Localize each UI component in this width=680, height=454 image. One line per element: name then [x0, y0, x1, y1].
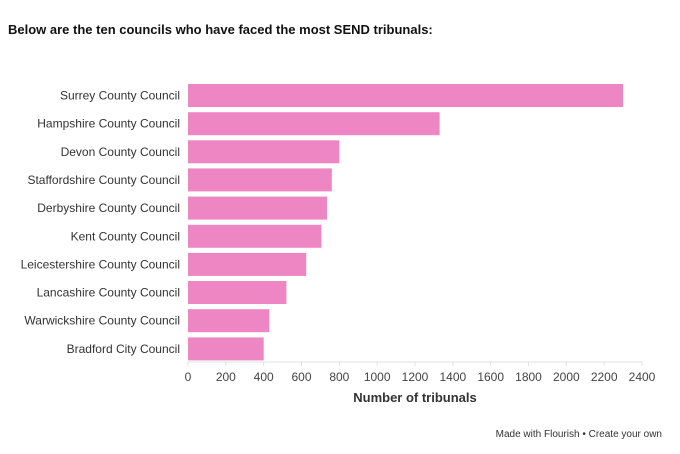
- x-tick-label: 2000: [553, 370, 580, 384]
- category-labels: Surrey County Council Hampshire County Co…: [21, 89, 180, 356]
- x-tick-label: 1600: [477, 370, 504, 384]
- bar-kent-county-council[interactable]: [188, 224, 322, 248]
- chart-title: Below are the ten councils who have face…: [8, 22, 433, 37]
- category-label: Derbyshire County Council: [37, 201, 180, 215]
- bar-lancashire-county-council[interactable]: [188, 281, 287, 304]
- x-tick-label: 800: [329, 370, 349, 384]
- bar-devon-county-council[interactable]: [188, 140, 340, 164]
- category-label: Warwickshire County Council: [24, 314, 180, 328]
- x-tick-label: 200: [216, 370, 236, 384]
- bar-hampshire-county-council[interactable]: [188, 112, 440, 136]
- category-label: Leicestershire County Council: [21, 257, 180, 271]
- made-with-flourish-link[interactable]: Made with Flourish: [495, 429, 580, 440]
- bars-group: [188, 84, 624, 361]
- x-axis-ticks: 0 200 400 600 800 1000 1200 1400 1600 1800 2000 220…: [185, 362, 656, 384]
- x-tick-label: 400: [254, 370, 274, 384]
- x-tick-label: 2400: [629, 370, 656, 384]
- x-tick-label: 1800: [515, 370, 542, 384]
- x-tick-label: 2200: [591, 370, 618, 384]
- footer-separator: •: [579, 429, 589, 440]
- x-tick-label: 1000: [364, 370, 391, 384]
- category-label: Surrey County Council: [60, 89, 180, 103]
- category-label: Lancashire County Council: [37, 286, 180, 300]
- x-tick-label: 1400: [439, 370, 466, 384]
- category-label: Hampshire County Council: [37, 117, 180, 131]
- bar-derbyshire-county-council[interactable]: [188, 196, 327, 220]
- bar-bradford-city-council[interactable]: [188, 337, 264, 361]
- footer: Made with Flourish • Create your own: [496, 429, 662, 440]
- category-label: Bradford City Council: [67, 342, 180, 356]
- category-label: Kent County Council: [71, 229, 180, 243]
- x-tick-label: 1200: [402, 370, 429, 384]
- category-label: Staffordshire County Council: [27, 173, 180, 187]
- bar-staffordshire-county-council[interactable]: [188, 168, 332, 192]
- bar-surrey-county-council[interactable]: [188, 84, 624, 107]
- bar-leicestershire-county-council[interactable]: [188, 252, 307, 276]
- category-label: Devon County Council: [61, 145, 180, 159]
- x-tick-label: 600: [291, 370, 311, 384]
- x-axis-title: Number of tribunals: [353, 390, 477, 405]
- bar-warwickshire-county-council[interactable]: [188, 309, 270, 333]
- x-tick-label: 0: [185, 370, 192, 384]
- create-your-own-link[interactable]: Create your own: [588, 429, 662, 440]
